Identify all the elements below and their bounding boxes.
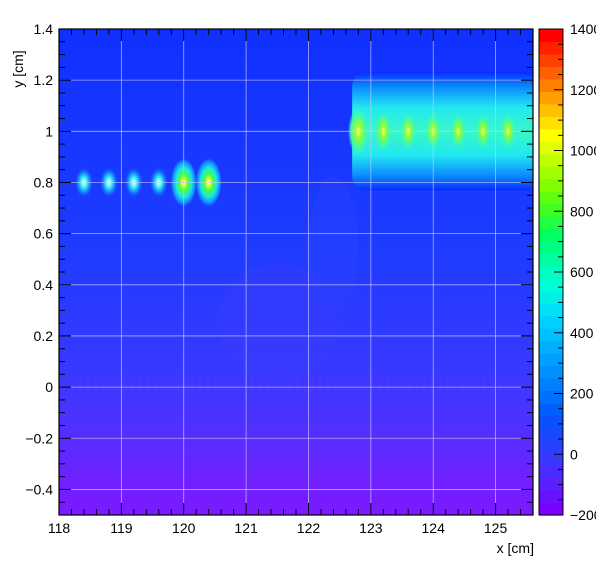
- colorbar-band: [539, 203, 563, 217]
- colorbar-band: [539, 390, 563, 404]
- colorbar-band: [539, 465, 563, 479]
- colorbar-label: 600: [570, 264, 594, 280]
- x-tick-label: 122: [297, 520, 321, 536]
- y-tick-label: 1: [45, 123, 53, 139]
- y-tick-labels: −0.4 −0.2 0 0.2 0.4 0.6 0.8 1 1.2 1.4: [25, 21, 53, 497]
- y-tick-label: −0.2: [25, 430, 53, 446]
- colorbar-band: [539, 153, 563, 167]
- colorbar-label: 0: [570, 446, 578, 462]
- x-tick-label: 120: [172, 520, 196, 536]
- y-tick-label: 0.4: [34, 277, 54, 293]
- x-tick-label: 125: [484, 520, 508, 536]
- colorbar-band: [539, 315, 563, 329]
- x-tick-label: 119: [110, 520, 133, 536]
- x-tick-label: 121: [234, 520, 258, 536]
- colorbar-band: [539, 328, 563, 342]
- colorbar-band: [539, 166, 563, 180]
- colorbar-label: −200: [570, 507, 596, 523]
- y-axis-label: y [cm]: [10, 50, 26, 87]
- colorbar-band: [539, 91, 563, 105]
- colorbar-band: [539, 228, 563, 242]
- colorbar-band: [539, 490, 563, 504]
- colorbar-band: [539, 178, 563, 192]
- colorbar-band: [539, 303, 563, 317]
- colorbar-band: [539, 340, 563, 354]
- y-tick-label: 1.4: [34, 21, 54, 37]
- colorbar-band: [539, 141, 563, 155]
- low-intensity-region: [308, 176, 359, 317]
- y-tick-label: 0: [45, 379, 53, 395]
- colorbar-band: [539, 78, 563, 92]
- x-tick-label: 123: [359, 520, 383, 536]
- grid-lines: [59, 29, 533, 515]
- colorbar-band: [539, 365, 563, 379]
- colorbar-label: 1000: [570, 143, 596, 159]
- colorbar-band: [539, 215, 563, 229]
- low-intensity-region: [217, 263, 338, 384]
- colorbar-band: [539, 415, 563, 429]
- colorbar-band: [539, 240, 563, 254]
- colorbar: −200 0 200 400 600 800 1000 1200 1400: [538, 21, 596, 523]
- y-tick-label: 0.2: [34, 328, 54, 344]
- colorbar-band: [539, 66, 563, 80]
- x-tick-labels: 118 119 120 121 122 123 124 125: [48, 520, 508, 536]
- x-tick-label: 124: [422, 520, 446, 536]
- colorbar-band: [539, 29, 563, 43]
- colorbar-label: 1400: [570, 21, 596, 37]
- colorbar-band: [539, 502, 563, 516]
- colorbar-band: [539, 353, 563, 367]
- colorbar-band: [539, 191, 563, 205]
- colorbar-band: [539, 290, 563, 304]
- y-tick-label: 0.8: [34, 174, 54, 190]
- colorbar-band: [539, 116, 563, 130]
- colorbar-band: [539, 427, 563, 441]
- colorbar-band: [539, 278, 563, 292]
- axis-ticks: [58, 28, 534, 516]
- colorbar-band: [539, 377, 563, 391]
- colorbar-ticks: [554, 28, 563, 516]
- colorbar-band: [539, 41, 563, 55]
- colorbar-band: [539, 128, 563, 142]
- colorbar-band: [539, 440, 563, 454]
- colorbar-label: 400: [570, 325, 594, 341]
- colorbar-band: [539, 253, 563, 267]
- y-tick-label: 1.2: [34, 72, 54, 88]
- colorbar-scale: [539, 29, 563, 516]
- colorbar-band: [539, 477, 563, 491]
- colorbar-band: [539, 452, 563, 466]
- y-tick-label: 0.6: [34, 226, 54, 242]
- colorbar-label: 1200: [570, 82, 596, 98]
- x-tick-label: 118: [48, 520, 71, 536]
- colorbar-band: [539, 53, 563, 67]
- colorbar-labels: −200 0 200 400 600 800 1000 1200 1400: [570, 21, 596, 523]
- colorbar-label: 800: [570, 203, 594, 219]
- colorbar-band: [539, 402, 563, 416]
- colorbar-label: 200: [570, 386, 594, 402]
- x-axis-label: x [cm]: [497, 540, 534, 556]
- colorbar-band: [539, 103, 563, 117]
- heatmap-field: [59, 29, 533, 515]
- colorbar-band: [539, 265, 563, 279]
- y-tick-label: −0.4: [25, 481, 53, 497]
